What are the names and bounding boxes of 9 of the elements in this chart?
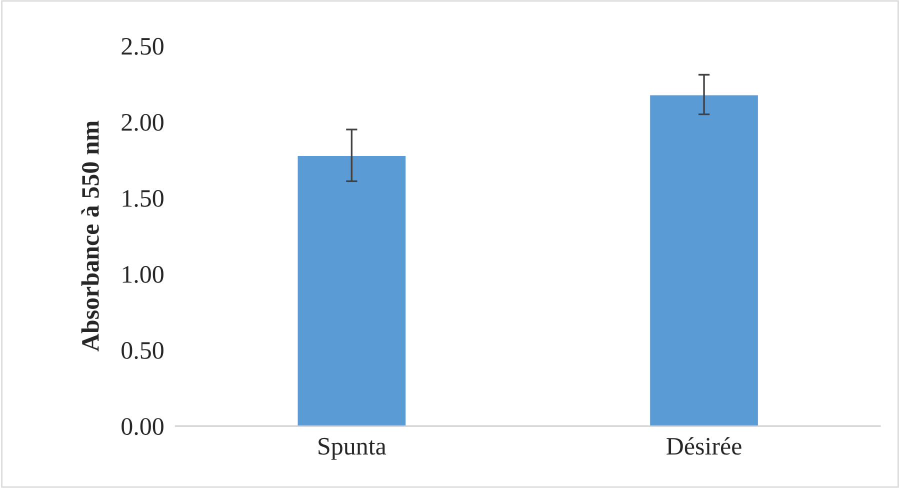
y-tick-label: 1.00 (122, 266, 164, 283)
y-tick-label: 1.50 (122, 190, 164, 207)
x-tick-label: Désirée (666, 437, 742, 455)
y-tick-label: 2.50 (122, 38, 164, 55)
y-tick-label: 0.50 (122, 342, 164, 360)
y-tick-label: 0.00 (122, 418, 164, 436)
y-axis-title: Absorbance à 550 nm (81, 120, 99, 352)
y-tick-label: 2.00 (122, 114, 164, 131)
x-tick-label: Spunta (318, 438, 386, 460)
